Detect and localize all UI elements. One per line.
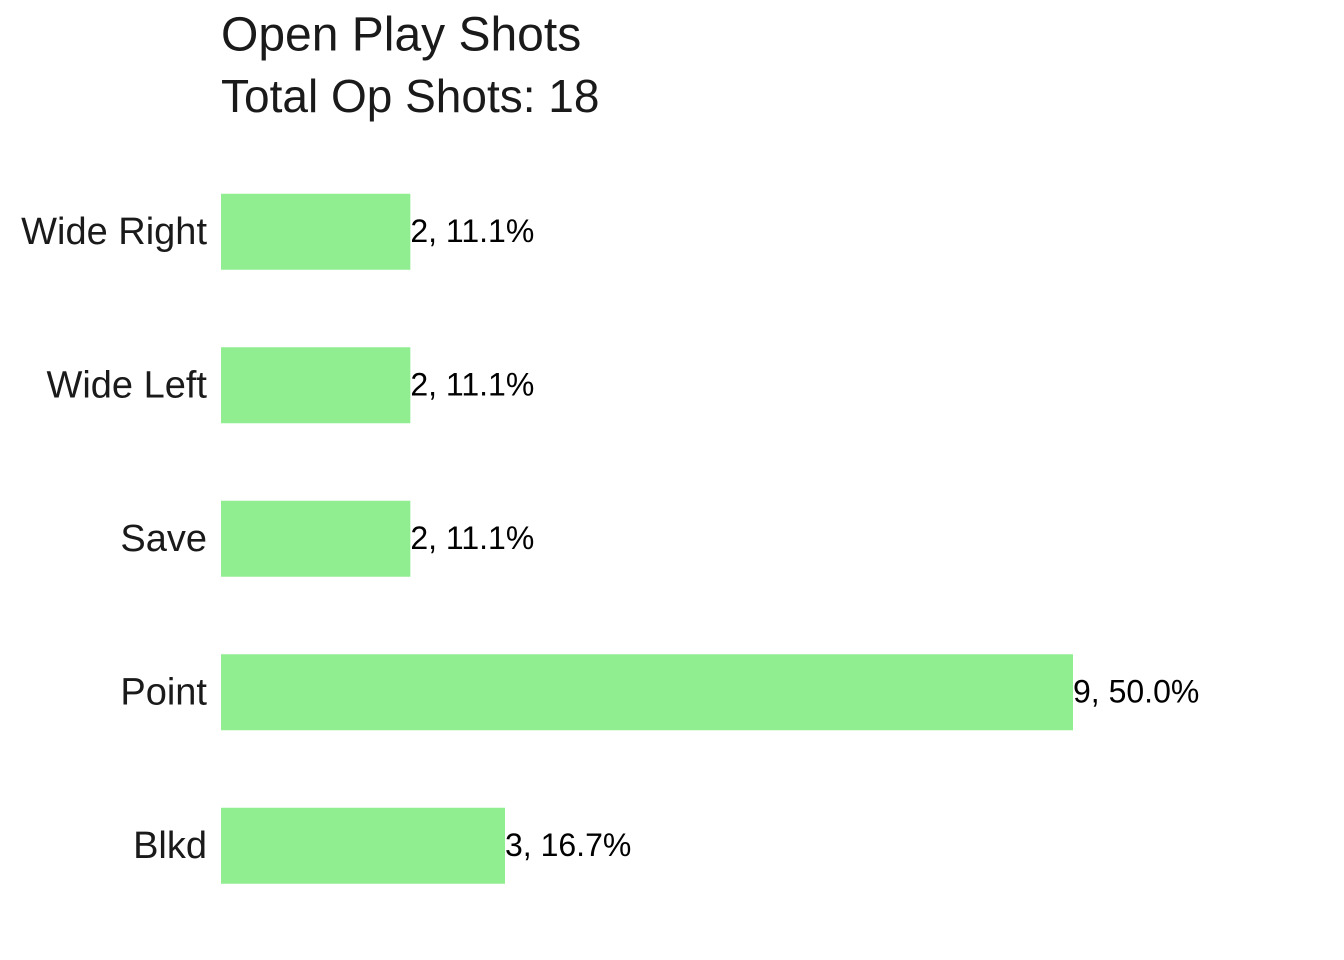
bar (221, 193, 411, 270)
chart-title: Open Play Shots (221, 9, 581, 62)
y-tick-label: Blkd (133, 825, 207, 867)
chart-subtitle: Total Op Shots: 18 (221, 70, 599, 122)
value-label: 2, 11.1% (410, 520, 534, 556)
bar (221, 807, 505, 884)
value-label: 2, 11.1% (410, 367, 534, 403)
y-tick-label: Point (120, 671, 207, 713)
value-label: 3, 16.7% (505, 827, 631, 863)
bar (221, 347, 411, 424)
bar (221, 500, 411, 577)
y-tick-label: Wide Right (21, 211, 207, 253)
y-tick-label: Save (120, 518, 207, 560)
bar (221, 654, 1073, 731)
value-label: 2, 11.1% (410, 213, 534, 249)
y-tick-label: Wide Left (46, 364, 207, 406)
value-label: 9, 50.0% (1073, 674, 1199, 710)
